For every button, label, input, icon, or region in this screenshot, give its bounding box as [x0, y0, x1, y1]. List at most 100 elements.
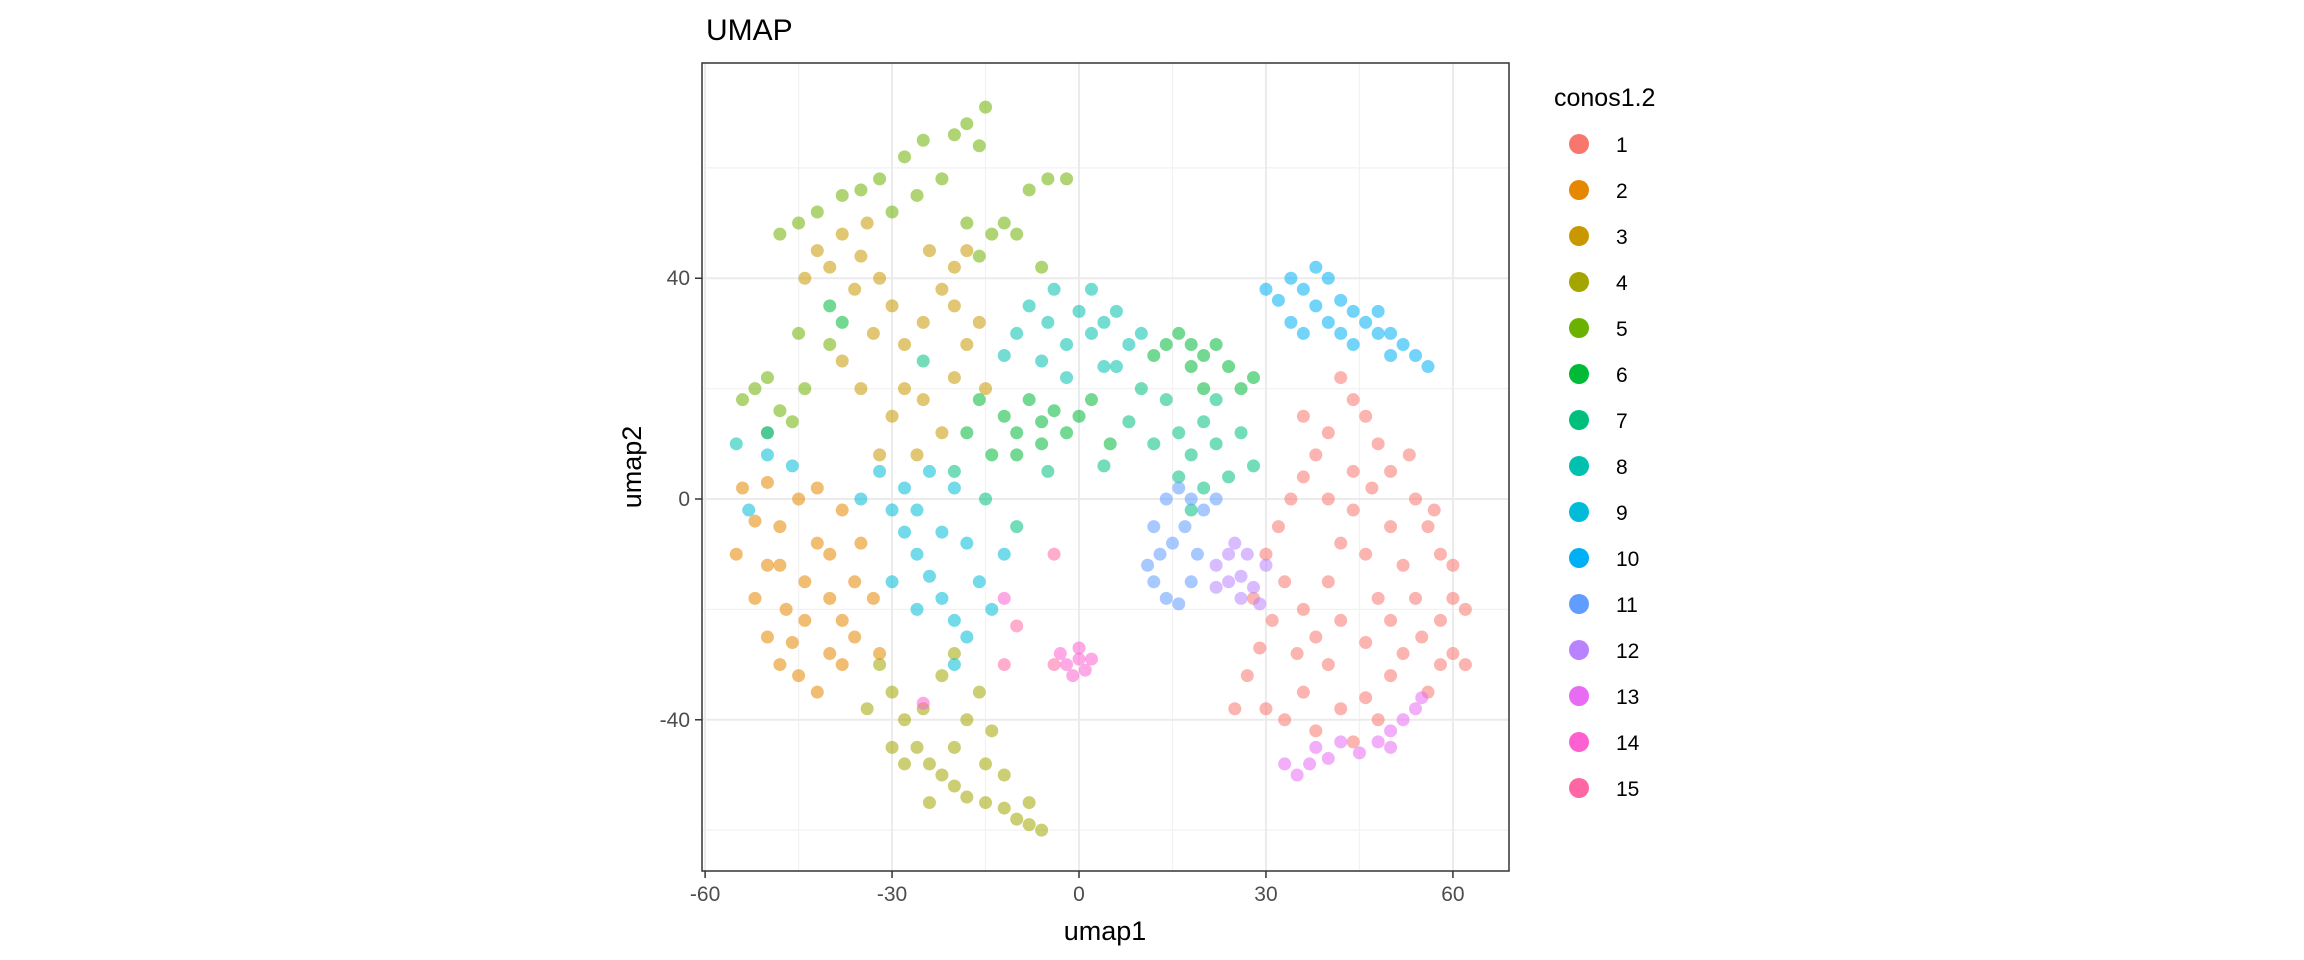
- data-point-cluster-11: [1197, 503, 1211, 517]
- data-point-cluster-10: [1346, 337, 1360, 351]
- legend-label: 13: [1616, 686, 1639, 709]
- data-point-cluster-10: [1271, 293, 1285, 307]
- data-point-cluster-1: [1384, 669, 1398, 683]
- data-point-cluster-1: [1334, 536, 1348, 550]
- data-point-cluster-11: [1147, 575, 1161, 589]
- data-point-cluster-5: [773, 404, 787, 418]
- data-point-cluster-9: [935, 525, 949, 539]
- data-point-cluster-14: [1078, 663, 1092, 677]
- data-point-cluster-2: [729, 547, 743, 561]
- data-point-cluster-2: [848, 575, 862, 589]
- data-point-cluster-2: [773, 520, 787, 534]
- data-point-cluster-3: [798, 271, 812, 285]
- data-point-cluster-1: [1334, 702, 1348, 716]
- data-point-cluster-9: [972, 575, 986, 589]
- data-point-cluster-1: [1359, 409, 1373, 423]
- data-point-cluster-1: [1433, 547, 1447, 561]
- data-point-cluster-3: [860, 216, 874, 230]
- data-point-cluster-5: [1010, 227, 1024, 241]
- data-point-cluster-1: [1396, 647, 1410, 661]
- data-point-cluster-6: [1010, 426, 1024, 440]
- data-point-cluster-4: [1022, 796, 1036, 810]
- data-point-cluster-13: [1309, 740, 1323, 754]
- data-point-cluster-11: [1159, 492, 1173, 506]
- data-point-cluster-11: [1159, 591, 1173, 605]
- data-point-cluster-6: [1147, 349, 1161, 363]
- data-point-cluster-14: [1066, 669, 1080, 683]
- data-point-cluster-4: [979, 796, 993, 810]
- data-point-cluster-7: [1184, 503, 1198, 517]
- data-point-cluster-2: [873, 647, 887, 661]
- data-point-cluster-1: [1296, 685, 1310, 699]
- data-point-cluster-5: [972, 249, 986, 263]
- data-point-cluster-11: [1190, 547, 1204, 561]
- data-point-cluster-3: [854, 249, 868, 263]
- data-point-cluster-1: [1346, 393, 1360, 407]
- data-point-cluster-4: [860, 702, 874, 716]
- data-point-cluster-3: [873, 448, 887, 462]
- data-point-cluster-6: [960, 426, 974, 440]
- data-point-cluster-5: [873, 172, 887, 186]
- data-point-cluster-10: [1396, 337, 1410, 351]
- data-point-cluster-9: [910, 602, 924, 616]
- data-point-cluster-6: [1084, 393, 1098, 407]
- data-point-cluster-3: [972, 315, 986, 329]
- data-point-cluster-3: [823, 260, 837, 274]
- legend-key-cluster-11: [1569, 594, 1589, 614]
- y-tick-label: 40: [667, 267, 690, 290]
- data-point-cluster-6: [1197, 382, 1211, 396]
- data-point-cluster-12: [1253, 597, 1267, 611]
- data-point-cluster-1: [1259, 702, 1273, 716]
- data-point-cluster-6: [972, 393, 986, 407]
- data-point-cluster-14: [1053, 647, 1067, 661]
- data-point-cluster-2: [792, 492, 806, 506]
- data-point-cluster-5: [748, 382, 762, 396]
- data-point-cluster-5: [885, 205, 899, 219]
- data-point-cluster-10: [1321, 271, 1335, 285]
- data-point-cluster-2: [823, 547, 837, 561]
- data-point-cluster-3: [947, 299, 961, 313]
- data-point-cluster-3: [885, 409, 899, 423]
- data-point-cluster-6: [1172, 326, 1186, 340]
- data-point-cluster-4: [873, 658, 887, 672]
- data-point-cluster-11: [1209, 492, 1223, 506]
- data-point-cluster-8: [1047, 282, 1061, 296]
- data-point-cluster-2: [785, 636, 799, 650]
- data-point-cluster-1: [1446, 591, 1460, 605]
- data-point-cluster-9: [947, 481, 961, 495]
- data-point-cluster-13: [1371, 735, 1385, 749]
- data-point-cluster-9: [742, 503, 756, 517]
- data-point-cluster-6: [1209, 337, 1223, 351]
- legend-key-cluster-4: [1569, 272, 1589, 292]
- data-point-cluster-2: [823, 591, 837, 605]
- data-point-cluster-5: [854, 183, 868, 197]
- data-point-cluster-7: [947, 464, 961, 478]
- legend-label: 8: [1616, 456, 1628, 479]
- data-point-cluster-4: [885, 685, 899, 699]
- data-point-cluster-5: [785, 415, 799, 429]
- x-tick-label: -30: [877, 883, 907, 906]
- data-point-cluster-10: [1334, 293, 1348, 307]
- data-point-cluster-5: [960, 216, 974, 230]
- legend-label: 11: [1616, 594, 1638, 617]
- data-point-cluster-10: [1409, 349, 1423, 363]
- data-point-cluster-9: [935, 591, 949, 605]
- data-point-cluster-1: [1321, 658, 1335, 672]
- x-axis-label: umap1: [1064, 916, 1147, 946]
- data-point-cluster-1: [1396, 558, 1410, 572]
- data-point-cluster-2: [792, 669, 806, 683]
- data-point-cluster-3: [916, 315, 930, 329]
- data-point-cluster-12: [1222, 547, 1236, 561]
- data-point-cluster-10: [1371, 326, 1385, 340]
- data-point-cluster-2: [823, 647, 837, 661]
- data-point-cluster-2: [773, 658, 787, 672]
- data-point-cluster-2: [760, 630, 774, 644]
- data-point-cluster-7: [1041, 464, 1055, 478]
- data-point-cluster-1: [1265, 613, 1279, 627]
- data-point-cluster-1: [1346, 503, 1360, 517]
- data-point-cluster-4: [960, 790, 974, 804]
- data-point-cluster-3: [873, 271, 887, 285]
- data-point-cluster-7: [1134, 382, 1148, 396]
- data-point-cluster-11: [1153, 547, 1167, 561]
- legend-key-cluster-2: [1569, 180, 1589, 200]
